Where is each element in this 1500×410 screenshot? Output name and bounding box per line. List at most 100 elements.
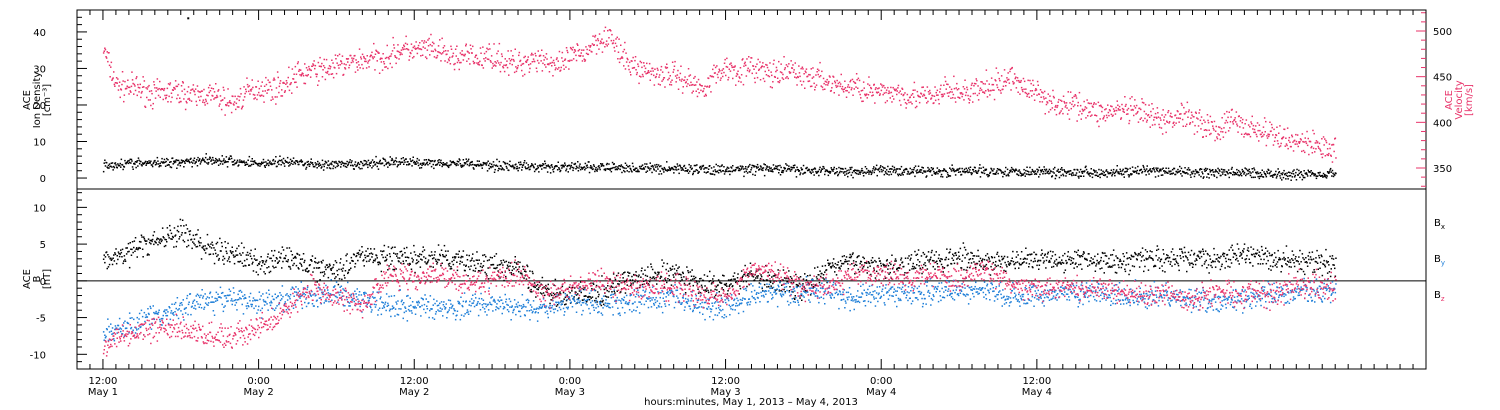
velocity-point xyxy=(252,86,254,89)
density-point xyxy=(1310,170,1312,172)
velocity-point xyxy=(824,88,826,90)
bx-point xyxy=(417,260,420,263)
velocity-point xyxy=(991,83,993,86)
density-point xyxy=(916,169,919,171)
density-point xyxy=(1128,176,1130,178)
bx-point xyxy=(357,252,360,254)
velocity-point xyxy=(531,52,533,55)
velocity-point xyxy=(288,89,291,92)
velocity-point xyxy=(1265,144,1268,147)
density-point xyxy=(684,170,686,172)
velocity-point xyxy=(558,50,561,53)
density-point xyxy=(1265,175,1268,178)
top-plot-frame xyxy=(76,9,1427,190)
density-point xyxy=(516,167,519,170)
velocity-point xyxy=(202,99,205,101)
bx-point xyxy=(439,254,442,257)
density-point xyxy=(696,169,699,172)
density-point xyxy=(1010,166,1013,169)
density-point xyxy=(675,167,677,169)
density-point xyxy=(940,175,942,178)
velocity-point xyxy=(588,44,590,47)
velocity-point xyxy=(801,66,804,68)
density-point xyxy=(194,162,196,165)
bx-point xyxy=(402,260,404,262)
density-point xyxy=(1033,173,1036,175)
velocity-point xyxy=(1019,81,1022,83)
bx-point xyxy=(415,262,417,265)
bx-point xyxy=(515,262,518,264)
density-point xyxy=(1102,170,1104,173)
density-point xyxy=(130,158,133,161)
density-point xyxy=(1210,169,1212,172)
density-point xyxy=(934,172,936,174)
velocity-point xyxy=(295,81,297,83)
velocity-point xyxy=(378,52,380,54)
density-point xyxy=(605,163,608,166)
density-point xyxy=(289,158,292,161)
velocity-point xyxy=(1046,101,1048,103)
velocity-point xyxy=(131,71,133,73)
velocity-point xyxy=(309,76,312,78)
velocity-point xyxy=(275,103,277,105)
density-point xyxy=(335,160,337,163)
velocity-tick-label: 450 xyxy=(1433,73,1452,84)
density-point xyxy=(366,163,368,166)
density-point xyxy=(765,169,767,171)
bx-point xyxy=(263,271,265,273)
velocity-point xyxy=(607,43,610,45)
velocity-point xyxy=(868,84,871,87)
velocity-point xyxy=(151,92,153,95)
velocity-point xyxy=(973,85,975,87)
density-point xyxy=(1251,168,1253,170)
velocity-point xyxy=(949,86,951,88)
velocity-point xyxy=(255,86,258,88)
bx-point xyxy=(278,251,280,253)
bx-point xyxy=(279,257,282,259)
density-point xyxy=(1167,172,1169,174)
bx-point xyxy=(121,248,124,251)
density-point xyxy=(118,164,121,167)
density-point xyxy=(391,157,393,160)
velocity-point xyxy=(1237,131,1239,133)
density-point xyxy=(964,171,966,174)
density-point xyxy=(589,166,591,169)
velocity-point xyxy=(1115,109,1118,112)
bx-point xyxy=(395,268,397,270)
velocity-point xyxy=(197,90,199,92)
velocity-point xyxy=(1029,90,1032,92)
bx-point xyxy=(500,262,503,264)
velocity-point xyxy=(436,56,438,59)
bx-point xyxy=(272,254,275,257)
velocity-point xyxy=(1326,148,1329,150)
density-point xyxy=(1005,166,1007,169)
velocity-point xyxy=(218,105,220,107)
velocity-point xyxy=(979,89,981,92)
velocity-point xyxy=(108,64,111,67)
velocity-point xyxy=(876,92,878,94)
bx-point xyxy=(397,257,399,259)
density-point xyxy=(889,171,891,173)
velocity-point xyxy=(847,86,849,88)
velocity-point xyxy=(551,65,553,67)
density-point xyxy=(1283,169,1285,172)
velocity-point xyxy=(858,79,861,82)
density-point xyxy=(1120,172,1123,175)
bx-point xyxy=(417,255,419,257)
density-point xyxy=(1062,174,1065,177)
velocity-point xyxy=(329,66,332,68)
velocity-point xyxy=(950,97,952,99)
velocity-point xyxy=(985,90,987,92)
density-point xyxy=(1097,175,1100,177)
density-point xyxy=(1029,173,1032,176)
density-point xyxy=(145,164,147,166)
density-point xyxy=(489,162,491,165)
density-point xyxy=(383,164,386,167)
bx-point xyxy=(160,238,162,240)
density-point xyxy=(457,164,459,166)
velocity-point xyxy=(1064,106,1067,108)
density-point xyxy=(827,174,830,177)
bx-point xyxy=(318,261,320,263)
velocity-point xyxy=(1003,81,1005,83)
density-point xyxy=(107,167,109,169)
